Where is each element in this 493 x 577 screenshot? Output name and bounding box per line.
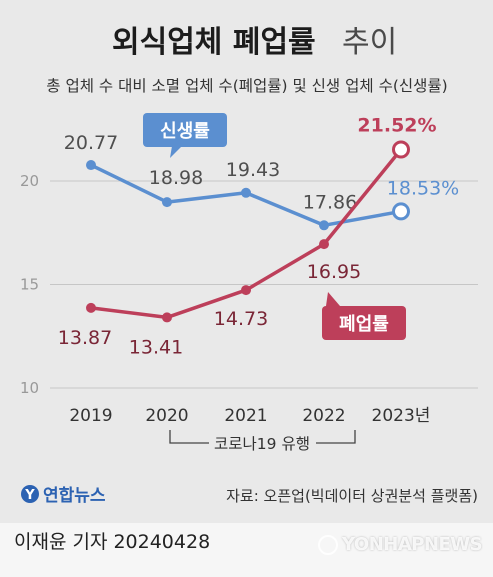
data-point xyxy=(162,312,172,323)
chart: 외식업체 폐업률 추이 총 업체 수 대비 소멸 업체 수(폐업률) 및 신생 … xyxy=(20,25,478,506)
series: 20.77 18.98 19.43 17.86 18.53% 13.87 13.41 14.7… xyxy=(58,115,459,359)
data-label: 19.43 xyxy=(226,159,280,181)
x-tick-label: 2022 xyxy=(302,406,345,426)
data-label: 18.98 xyxy=(149,167,203,189)
watermark-logo-icon xyxy=(318,535,338,555)
data-label: 17.86 xyxy=(303,191,357,213)
yonhap-logo-text: 연합뉴스 xyxy=(43,485,106,506)
covid-bracket: 코로나19 유행 xyxy=(169,430,356,453)
y-tick-label: 10 xyxy=(20,379,39,397)
data-point xyxy=(86,302,96,313)
x-tick-label: 2021 xyxy=(224,406,267,426)
legend-label-new: 신생률 xyxy=(160,121,210,142)
grid xyxy=(50,180,478,389)
legend-callout-close: 폐업률 xyxy=(322,292,406,340)
data-label: 14.73 xyxy=(214,308,268,330)
yonhap-logo: Y 연합뉴스 xyxy=(21,485,106,506)
x-tick-label: 2023년 xyxy=(372,406,431,426)
data-label: 16.95 xyxy=(307,261,361,283)
source-line: Y 연합뉴스 자료: 오픈업(빅데이터 상권분석 플랫폼) xyxy=(21,485,478,506)
chart-title: 외식업체 폐업률 xyxy=(112,25,316,60)
data-point xyxy=(319,239,329,250)
y-axis-ticks: 10 15 20 xyxy=(20,172,39,397)
data-label: 13.41 xyxy=(129,336,183,358)
y-tick-label: 15 xyxy=(20,276,39,294)
data-label: 21.52% xyxy=(357,115,436,137)
watermark-text: YONHAPNEWS xyxy=(342,534,483,555)
data-point xyxy=(162,197,172,208)
data-point xyxy=(241,187,251,198)
reporter-name: 이재윤 기자 xyxy=(14,531,108,553)
source-text: 자료: 오픈업(빅데이터 상권분석 플랫폼) xyxy=(226,487,478,505)
data-point xyxy=(392,140,410,159)
data-label: 13.87 xyxy=(58,327,112,349)
legend-callout-new: 신생률 xyxy=(143,113,227,158)
chart-subtitle: 총 업체 수 대비 소멸 업체 수(폐업률) 및 신생 업체 수(신생률) xyxy=(46,77,447,95)
data-label: 20.77 xyxy=(64,132,118,154)
footer-bar xyxy=(0,523,493,577)
data-point xyxy=(241,285,251,296)
x-axis-ticks: 2019 2020 2021 2022 2023년 xyxy=(69,406,430,426)
publish-date: 20240428 xyxy=(113,531,211,553)
chart-title-sub: 추이 xyxy=(342,25,397,60)
y-tick-label: 20 xyxy=(20,172,39,190)
data-point xyxy=(392,202,410,221)
data-point xyxy=(319,220,329,231)
covid-annotation: 코로나19 유행 xyxy=(214,435,310,453)
data-label: 18.53% xyxy=(387,177,459,199)
legend-label-close: 폐업률 xyxy=(339,314,389,335)
x-tick-label: 2020 xyxy=(145,406,188,426)
watermark: YONHAPNEWS xyxy=(318,534,483,555)
reporter-credit: 이재윤 기자 20240428 xyxy=(14,527,210,554)
svg-text:Y: Y xyxy=(24,488,35,503)
x-tick-label: 2019 xyxy=(69,406,112,426)
data-point xyxy=(86,160,96,171)
